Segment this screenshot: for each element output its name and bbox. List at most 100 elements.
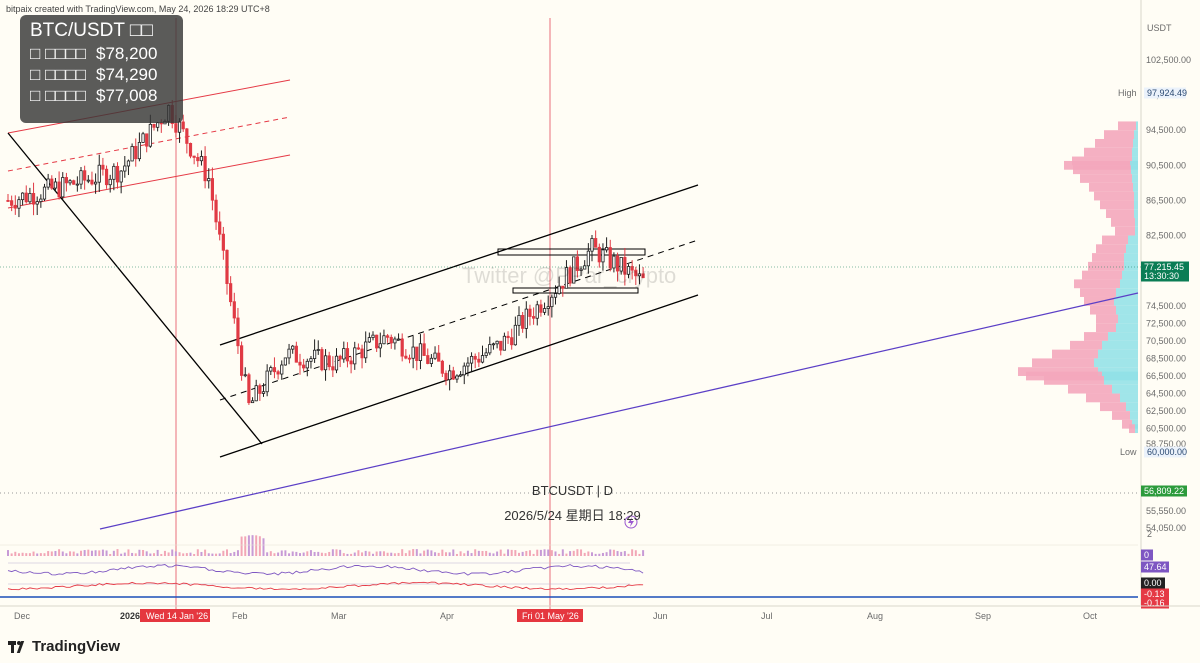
volume-bar — [101, 549, 104, 556]
volume-bar — [601, 552, 604, 556]
volume-profile-bar-up — [1104, 375, 1138, 385]
volume-bar — [196, 549, 199, 556]
candle-body — [510, 337, 514, 346]
candle-body — [491, 343, 496, 346]
volume-bar — [112, 550, 115, 556]
candle-body — [444, 372, 448, 381]
volume-bar — [262, 538, 265, 556]
candle-body — [605, 247, 609, 251]
volume-profile-bar-up — [1135, 226, 1138, 236]
candle-body — [455, 375, 459, 380]
volume-bar — [178, 552, 181, 556]
volume-bar — [339, 549, 342, 556]
price-axis-tick: 68,500.00 — [1146, 353, 1186, 363]
candle-body — [601, 249, 605, 263]
candle-body — [378, 343, 382, 349]
candle-body — [539, 304, 543, 313]
candle-body — [225, 249, 229, 284]
volume-bar — [10, 553, 13, 556]
candle-body — [312, 349, 317, 360]
volume-bar — [17, 553, 20, 556]
support-zone — [512, 287, 639, 294]
volume-profile-bar-down — [1032, 358, 1094, 368]
candle-body — [309, 358, 313, 362]
volume-bar — [477, 550, 480, 556]
volume-bar — [554, 551, 557, 556]
ref-price-tag: 56,809.22 — [1144, 486, 1184, 496]
candle-body — [287, 348, 291, 359]
price-axis-tick: 86,500.00 — [1146, 195, 1186, 205]
candle-body — [13, 204, 17, 209]
volume-bar — [499, 549, 502, 556]
volume-profile-bar-up — [1094, 358, 1138, 368]
volume-profile-bar-up — [1112, 384, 1138, 394]
volume-profile-bar-down — [1094, 191, 1134, 201]
volume-profile-bar-down — [1080, 174, 1132, 183]
volume-profile-bar-up — [1102, 371, 1138, 381]
volume-bar — [419, 553, 422, 556]
candle-body — [342, 348, 346, 360]
volume-bar — [521, 551, 524, 556]
volume-bar — [65, 553, 68, 556]
rising-channel-bottom — [219, 294, 699, 458]
candle-body — [535, 304, 539, 319]
candle-body — [579, 268, 583, 271]
volume-bar — [90, 550, 93, 556]
candle-body — [349, 360, 353, 365]
volume-bar — [269, 551, 272, 556]
volume-bar — [415, 549, 418, 556]
volume-profile-bar-up — [1108, 332, 1138, 341]
volume-bar — [627, 553, 630, 556]
watermark-text: Twitter @PPar_crypto — [462, 263, 677, 288]
upper-channel-bottom — [7, 154, 291, 209]
candle-body — [31, 193, 36, 205]
volume-profile-bar-down — [1088, 261, 1124, 271]
candle-body — [415, 346, 419, 361]
time-axis-tick: Jul — [761, 611, 773, 621]
volume-bar — [211, 553, 214, 556]
volume-bar — [229, 553, 232, 556]
volume-bar — [532, 553, 535, 556]
volume-bar — [634, 550, 637, 556]
volume-bar — [382, 551, 385, 556]
candle-body — [229, 283, 233, 303]
high-value-tag: 97,924.49 — [1147, 88, 1187, 98]
time-highlight-right: Fri 01 May '26 — [522, 611, 579, 621]
volume-bar — [528, 550, 531, 556]
candle-body — [221, 233, 225, 251]
candle-body — [597, 246, 601, 263]
volume-bar — [561, 549, 564, 556]
candle-body — [451, 370, 455, 380]
volume-bar — [452, 549, 455, 556]
volume-bar — [324, 553, 327, 556]
volume-bar — [404, 553, 407, 556]
volume-profile-bar-down — [1026, 371, 1102, 381]
volume-profile-bar-up — [1126, 402, 1138, 412]
volume-profile-bar-up — [1098, 349, 1138, 359]
volume-profile-bar-down — [1084, 332, 1108, 341]
candle-body — [46, 178, 50, 188]
candle-body — [385, 335, 390, 338]
candle-body — [188, 142, 193, 157]
candle-body — [283, 357, 288, 366]
upper-channel-mid — [7, 116, 291, 172]
info-row-label: □ □□□□ — [30, 43, 87, 63]
volume-bar — [28, 553, 31, 556]
volume-profile-bar-down — [1100, 402, 1126, 412]
volume-bar — [572, 550, 575, 556]
candle-body — [236, 317, 240, 347]
volume-bar — [514, 550, 517, 556]
price-axis-tick: 60,500.00 — [1146, 424, 1186, 434]
time-highlight-right-bg — [517, 609, 583, 622]
volume-bar — [280, 550, 283, 556]
lightning-icon[interactable] — [624, 515, 638, 529]
candle-body — [305, 360, 309, 369]
volume-profile-bar-up — [1102, 340, 1138, 350]
candle-body — [141, 133, 145, 143]
volume-bar — [182, 553, 185, 556]
volume-profile-bar-up — [1116, 323, 1138, 333]
volume-profile-bar-up — [1122, 270, 1138, 280]
volume-bar — [58, 549, 61, 556]
volume-bar — [569, 551, 572, 556]
